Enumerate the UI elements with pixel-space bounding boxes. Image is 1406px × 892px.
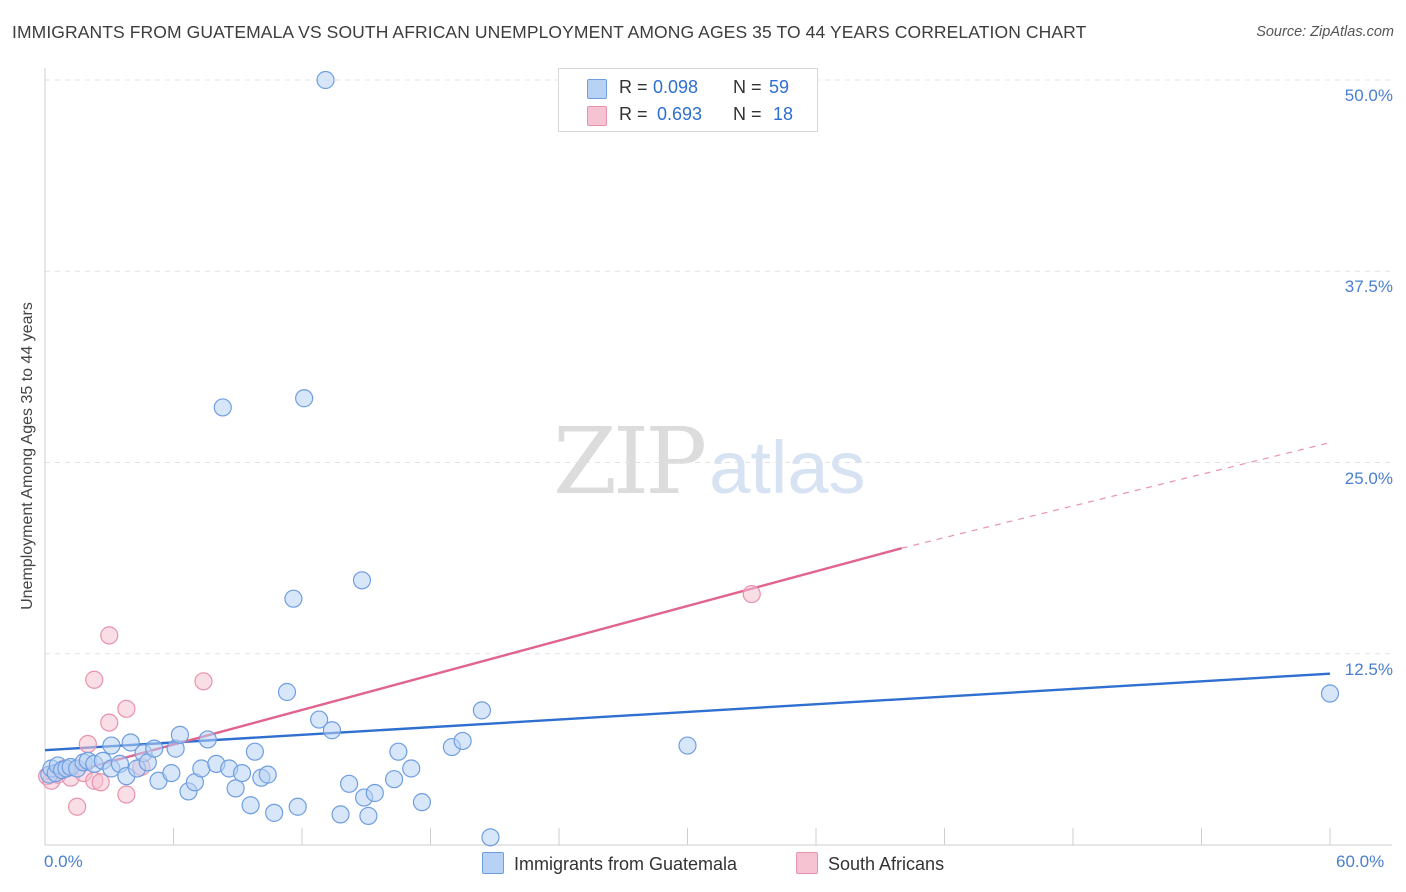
chart-title: IMMIGRANTS FROM GUATEMALA VS SOUTH AFRIC… [12, 22, 1087, 42]
point-guatemala [331, 805, 350, 824]
point-guatemala [258, 765, 277, 784]
y-tick-label: 25.0% [1344, 468, 1393, 488]
point-guatemala [198, 730, 217, 749]
point-guatemala [322, 721, 342, 740]
point-guatemala [359, 806, 378, 826]
y-axis-label: Unemployment Among Ages 35 to 44 years [19, 302, 36, 610]
point-guatemala [245, 742, 264, 761]
point-guatemala [102, 736, 121, 755]
trend-lines [44, 442, 1331, 781]
source-label: Source: ZipAtlas.com [1256, 24, 1394, 40]
point-guatemala [310, 710, 329, 729]
point-south-african [117, 699, 136, 718]
point-guatemala [340, 774, 359, 793]
point-guatemala [284, 589, 303, 608]
point-guatemala [232, 763, 252, 783]
point-guatemala [389, 742, 408, 761]
point-guatemala [1320, 684, 1340, 703]
point-south-african [91, 773, 110, 792]
point-guatemala [295, 389, 314, 408]
bottom-legend-label-south-africans: South Africans [828, 854, 945, 874]
bottom-legend-swatch-blue [482, 852, 504, 874]
legend-n-value: 59 [769, 77, 790, 97]
point-guatemala [277, 682, 297, 702]
point-guatemala [472, 701, 491, 720]
legend-r-value: 0.098 [653, 77, 699, 97]
legend-n-value: 18 [773, 104, 794, 124]
point-guatemala [170, 725, 190, 744]
x-tick-max: 60.0% [1336, 852, 1385, 871]
legend-r-value: 0.693 [657, 104, 703, 124]
bottom-legend-swatch-pink [796, 852, 818, 874]
point-guatemala [352, 571, 372, 590]
y-tick-label: 12.5% [1344, 659, 1393, 679]
point-guatemala [241, 796, 260, 815]
point-south-african [100, 713, 119, 732]
point-south-african [78, 734, 97, 754]
legend-n-label: N = [733, 104, 762, 124]
legend-swatch-pink [587, 106, 607, 126]
point-guatemala [316, 70, 335, 90]
legend-n-label: N = [733, 77, 762, 97]
point-guatemala [162, 763, 181, 783]
trend-line-guatemala [44, 672, 1331, 752]
point-south-african [742, 584, 761, 604]
legend-r-label: R = [619, 77, 648, 97]
legend-r-label: R = [619, 104, 648, 124]
point-south-african [68, 797, 87, 816]
axes [44, 68, 1392, 846]
point-guatemala [265, 803, 284, 822]
data-points [38, 70, 1340, 847]
legend-swatch-blue [587, 79, 607, 99]
point-guatemala [226, 779, 245, 798]
point-guatemala [365, 783, 384, 803]
grid-lines [45, 79, 1392, 655]
point-guatemala [412, 793, 432, 812]
x-tick-min: 0.0% [44, 852, 83, 871]
bottom-legend-guatemala: Immigrants from Guatemala [482, 852, 737, 875]
point-south-african [100, 626, 119, 645]
point-guatemala [121, 733, 140, 752]
correlation-legend: R = 0.098 N = 59 R = 0.693 N = 18 [558, 68, 818, 132]
point-guatemala [402, 759, 421, 778]
point-guatemala [678, 736, 697, 755]
point-guatemala [481, 828, 500, 847]
point-south-african [117, 785, 136, 804]
point-guatemala [288, 797, 307, 816]
trend-line-south-africans [44, 547, 902, 781]
point-guatemala [384, 770, 404, 789]
point-guatemala [453, 731, 472, 751]
point-guatemala [213, 398, 232, 417]
point-south-african [85, 670, 104, 689]
y-tick-label: 37.5% [1344, 277, 1393, 297]
point-guatemala [145, 739, 164, 758]
point-guatemala [192, 759, 211, 778]
point-south-african [194, 672, 213, 691]
y-tick-label: 50.0% [1344, 86, 1393, 105]
bottom-legend-south-africans: South Africans [796, 852, 944, 875]
bottom-legend-label-guatemala: Immigrants from Guatemala [514, 854, 738, 874]
trend-extension-south-africans [901, 442, 1331, 549]
